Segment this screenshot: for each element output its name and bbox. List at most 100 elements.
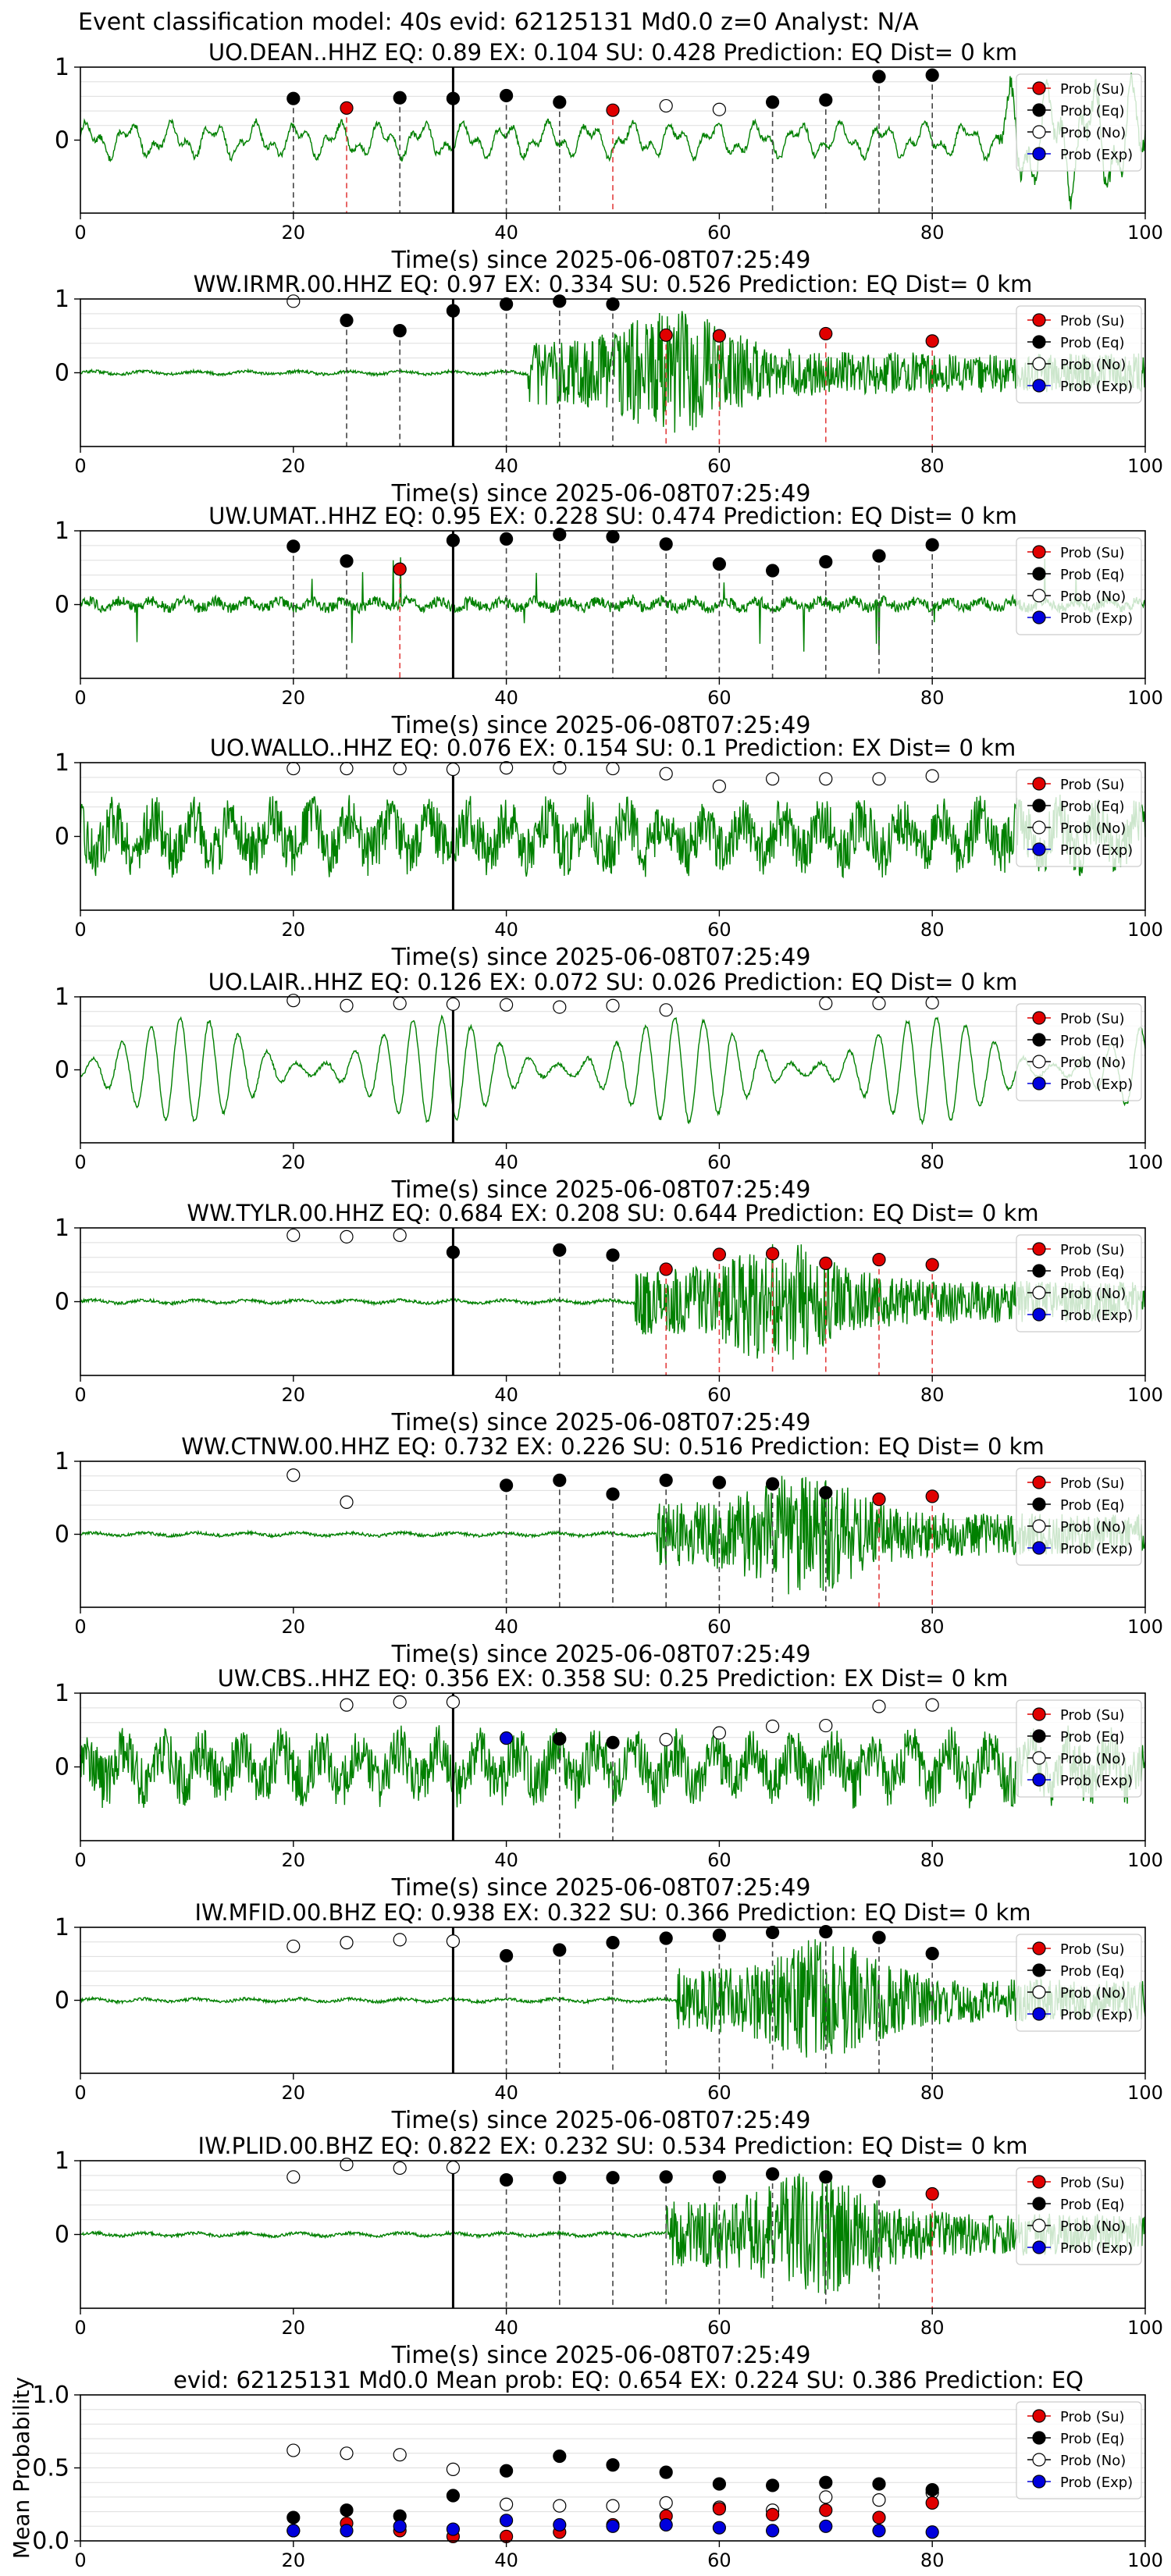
x-tick-label: 100 [1127, 1616, 1163, 1638]
legend-marker [1032, 313, 1046, 327]
x-tick-label: 80 [920, 1616, 945, 1638]
mean-marker-exp [340, 2524, 354, 2538]
mean-marker-su [872, 2510, 886, 2524]
mean-marker-eq [499, 2464, 514, 2478]
y-tick-label: 0 [55, 1289, 69, 1316]
y-tick-label: 0 [55, 1521, 69, 1549]
legend-item-exp: Prob (Exp) [1027, 2240, 1133, 2257]
x-tick-label: 80 [920, 2549, 945, 2571]
prob-marker-eq [925, 1947, 939, 1961]
legend-label: Prob (No) [1060, 1751, 1126, 1767]
legend-item-su: Prob (Su) [1027, 1242, 1125, 1258]
mean-marker-su [925, 2496, 939, 2510]
prob-marker-su [340, 101, 354, 115]
panel-title: UO.LAIR..HHZ EQ: 0.126 EX: 0.072 SU: 0.0… [208, 969, 1018, 995]
legend-item-exp: Prob (Exp) [1027, 842, 1133, 859]
prob-marker-eq [606, 1487, 620, 1501]
prob-marker-eq [872, 69, 886, 84]
legend-label: Prob (Exp) [1060, 2475, 1133, 2491]
legend-box [1016, 1699, 1142, 1798]
prob-marker-eq [872, 549, 886, 563]
legend-item-exp: Prob (Exp) [1027, 1076, 1133, 1093]
y-tick-label: 1 [55, 54, 69, 81]
legend-marker [1032, 777, 1046, 791]
figure-suptitle: Event classification model: 40s evid: 62… [78, 9, 919, 36]
prob-marker-su [659, 1262, 673, 1276]
prob-marker-no [659, 98, 673, 113]
legend-marker [1032, 2475, 1046, 2489]
y-tick-label: 0 [55, 1754, 69, 1781]
legend-label: Prob (No) [1060, 2453, 1126, 2469]
mean-marker-exp [606, 2519, 620, 2533]
x-tick-label: 20 [282, 455, 306, 477]
prob-marker-no [712, 779, 727, 793]
prob-marker-no [340, 998, 354, 1012]
legend-marker [1032, 1497, 1046, 1511]
mean-marker-su [712, 2502, 727, 2516]
legend-marker [1032, 335, 1046, 349]
legend-marker [1032, 147, 1046, 161]
x-tick-label: 20 [282, 222, 306, 244]
legend-label: Prob (Su) [1060, 777, 1125, 793]
legend-marker [1032, 125, 1046, 139]
prob-marker-eq [287, 539, 301, 553]
mean-marker-eq [712, 2477, 727, 2491]
prob-marker-eq [606, 1735, 620, 1749]
legend-label: Prob (Exp) [1060, 1541, 1133, 1557]
y-tick-label: 1.0 [32, 2382, 69, 2409]
x-axis-label: Time(s) since 2025-06-08T07:25:49 [391, 1409, 811, 1436]
prob-marker-no [340, 1698, 354, 1712]
y-tick-label: 1 [55, 1914, 69, 1941]
prob-marker-no [393, 996, 407, 1011]
legend-label: Prob (No) [1060, 125, 1126, 141]
y-tick-label: 1 [55, 2147, 69, 2175]
legend-item-su: Prob (Su) [1027, 2175, 1125, 2191]
panel-11: evid: 62125131 Md0.0 Mean prob: EQ: 0.65… [9, 2367, 1163, 2571]
panel-title: IW.MFID.00.BHZ EQ: 0.938 EX: 0.322 SU: 0… [194, 1899, 1030, 1926]
mean-marker-no [659, 2496, 673, 2510]
x-tick-label: 40 [494, 1384, 518, 1406]
mean-marker-eq [872, 2477, 886, 2491]
prob-marker-eq [340, 554, 354, 568]
prob-marker-su [819, 326, 833, 341]
panel-title: WW.CTNW.00.HHZ EQ: 0.732 EX: 0.226 SU: 0… [181, 1433, 1044, 1460]
legend-item-su: Prob (Su) [1027, 2409, 1125, 2425]
mean-marker-no [606, 2499, 620, 2513]
panel-3: UW.UMAT..HHZ EQ: 0.95 EX: 0.228 SU: 0.47… [55, 503, 1163, 739]
y-tick-label: 1 [55, 749, 69, 777]
legend-box [1016, 1934, 1142, 2032]
legend-marker [1032, 1985, 1046, 1999]
legend-label: Prob (Eq) [1060, 1729, 1125, 1745]
x-tick-label: 40 [494, 2317, 518, 2339]
legend-label: Prob (Su) [1060, 545, 1125, 561]
x-tick-label: 0 [74, 919, 86, 941]
legend-box [1016, 1003, 1142, 1101]
panels-group: UO.DEAN..HHZ EQ: 0.89 EX: 0.104 SU: 0.42… [9, 39, 1163, 2571]
legend-box [1016, 305, 1142, 404]
prob-marker-eq [553, 2171, 567, 2185]
legend-marker [1032, 2175, 1046, 2189]
legend-item-exp: Prob (Exp) [1027, 1308, 1133, 1324]
legend-marker [1032, 1519, 1046, 1533]
x-axis-label: Time(s) since 2025-06-08T07:25:49 [391, 944, 811, 971]
prob-marker-eq [819, 93, 833, 107]
legend-label: Prob (Exp) [1060, 1308, 1133, 1324]
legend: Prob (Su) Prob (Eq) Prob (No) Prob (Exp) [1016, 2167, 1142, 2265]
legend-label: Prob (Exp) [1060, 379, 1133, 395]
prob-marker-eq [606, 529, 620, 544]
prob-marker-no [553, 761, 567, 775]
prob-marker-no [499, 761, 514, 775]
prob-marker-no [287, 294, 301, 308]
prob-marker-eq [872, 2174, 886, 2189]
x-tick-label: 80 [920, 222, 945, 244]
legend-label: Prob (Eq) [1060, 1264, 1125, 1280]
y-tick-label: 0 [55, 824, 69, 851]
waveform-trace [80, 794, 1146, 879]
mean-marker-eq [553, 2449, 567, 2464]
legend-item-eq: Prob (Eq) [1027, 1033, 1125, 1049]
waveform-trace [80, 1014, 1146, 1126]
prob-marker-eq [499, 1948, 514, 1963]
panel-6: WW.TYLR.00.HHZ EQ: 0.684 EX: 0.208 SU: 0… [55, 1200, 1163, 1436]
mean-marker-eq [925, 2482, 939, 2497]
prob-marker-eq [553, 1731, 567, 1746]
